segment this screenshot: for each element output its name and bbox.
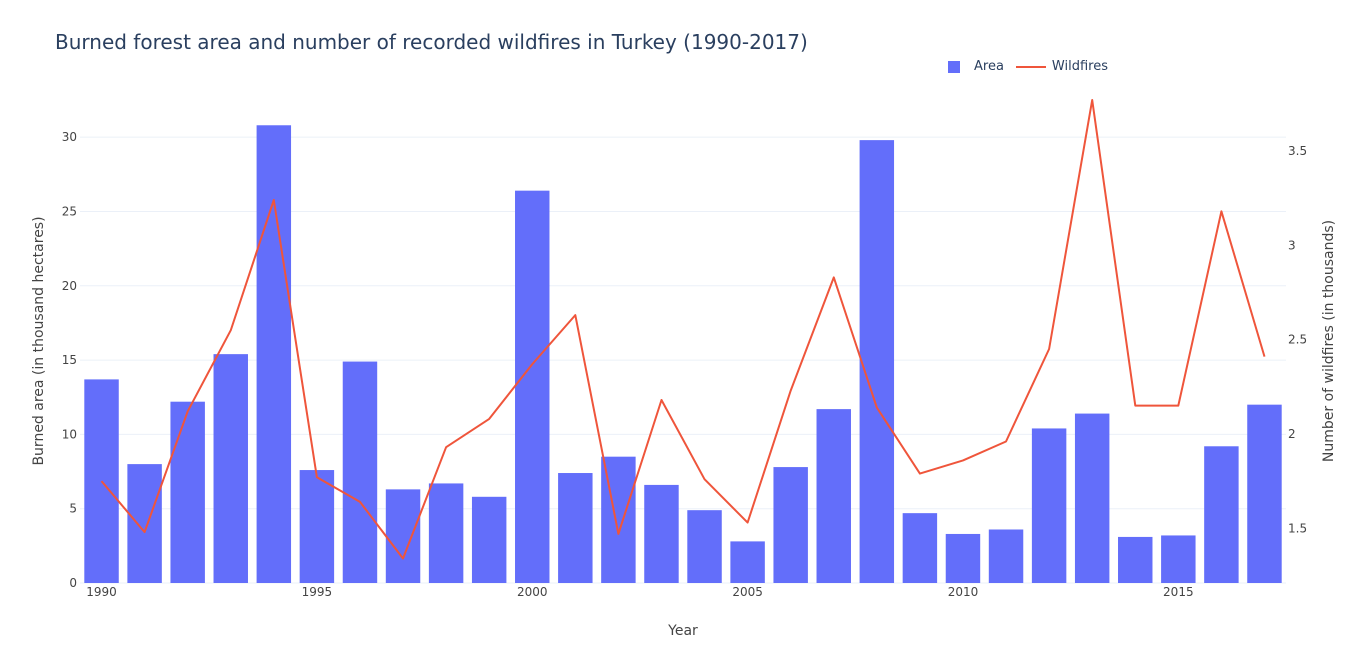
bar-1996 <box>342 361 378 583</box>
bar-2005 <box>730 541 765 583</box>
y-left-tick-label: 10 <box>62 427 77 441</box>
bar-series-area <box>84 125 1282 583</box>
y-right-axis-ticks: 1.5 2 2.5 3 3.5 <box>1288 144 1307 535</box>
y-left-tick-label: 0 <box>69 576 77 590</box>
y-left-tick-label: 25 <box>62 204 77 218</box>
x-tick-label: 2005 <box>732 585 763 599</box>
x-tick-label: 2000 <box>517 585 548 599</box>
legend-bar-swatch <box>948 60 960 73</box>
bar-2013 <box>1074 413 1110 583</box>
bar-2007 <box>816 409 851 583</box>
x-tick-label: 2010 <box>948 585 979 599</box>
legend-label-wildfires: Wildfires <box>1051 59 1108 74</box>
bar-2009 <box>902 513 938 583</box>
wildfires-line <box>100 99 1266 560</box>
y-right-axis-title: Number of wildfires (in thousands) <box>1321 220 1337 462</box>
bar-1991 <box>127 464 162 583</box>
bar-2012 <box>1031 428 1067 583</box>
legend-item-wildfires[interactable]: Wildfires <box>1015 59 1108 74</box>
y-left-tick-label: 20 <box>62 279 77 293</box>
bar-2000 <box>515 190 550 583</box>
bar-1994 <box>256 125 292 583</box>
bar-2010 <box>945 533 981 583</box>
bar-2014 <box>1118 536 1153 583</box>
bar-1993 <box>213 354 248 583</box>
x-axis-title: Year <box>667 623 698 639</box>
bar-2016 <box>1204 446 1239 583</box>
bar-2008 <box>859 140 895 583</box>
legend: Area Wildfires <box>948 59 1120 74</box>
x-tick-label: 2015 <box>1163 585 1194 599</box>
bar-1999 <box>471 496 507 583</box>
bar-2017 <box>1247 404 1282 583</box>
bar-1998 <box>428 483 464 583</box>
bar-2003 <box>644 484 679 583</box>
y-right-tick-label: 2.5 <box>1288 333 1307 347</box>
legend-line-swatch <box>1015 65 1046 68</box>
bar-2006 <box>773 467 808 583</box>
y-right-tick-label: 3 <box>1288 238 1296 252</box>
x-tick-label: 1995 <box>302 585 333 599</box>
bar-2015 <box>1161 535 1196 583</box>
y-right-tick-label: 3.5 <box>1288 144 1307 158</box>
bar-2011 <box>988 529 1024 583</box>
y-right-tick-label: 2 <box>1288 427 1296 441</box>
bar-2001 <box>558 473 593 583</box>
line-series-wildfires <box>100 99 1266 560</box>
bar-1992 <box>170 401 205 583</box>
y-left-tick-label: 15 <box>62 353 77 367</box>
legend-label-area: Area <box>974 59 1004 74</box>
x-axis-ticks: 1990 1995 2000 2005 2010 2015 <box>86 585 1193 599</box>
x-tick-label: 1990 <box>86 585 117 599</box>
legend-item-area[interactable]: Area <box>948 59 1004 74</box>
y-right-tick-label: 1.5 <box>1288 521 1307 535</box>
bar-1995 <box>299 470 335 583</box>
y-left-axis-title: Burned area (in thousand hectares) <box>31 216 47 465</box>
bar-1997 <box>385 489 421 583</box>
bar-2004 <box>687 510 722 583</box>
chart-title: Burned forest area and number of recorde… <box>55 30 808 54</box>
y-left-tick-label: 5 <box>69 502 77 516</box>
y-left-tick-label: 30 <box>62 130 77 144</box>
y-left-axis-ticks: 0 5 10 15 20 25 30 <box>62 130 77 590</box>
